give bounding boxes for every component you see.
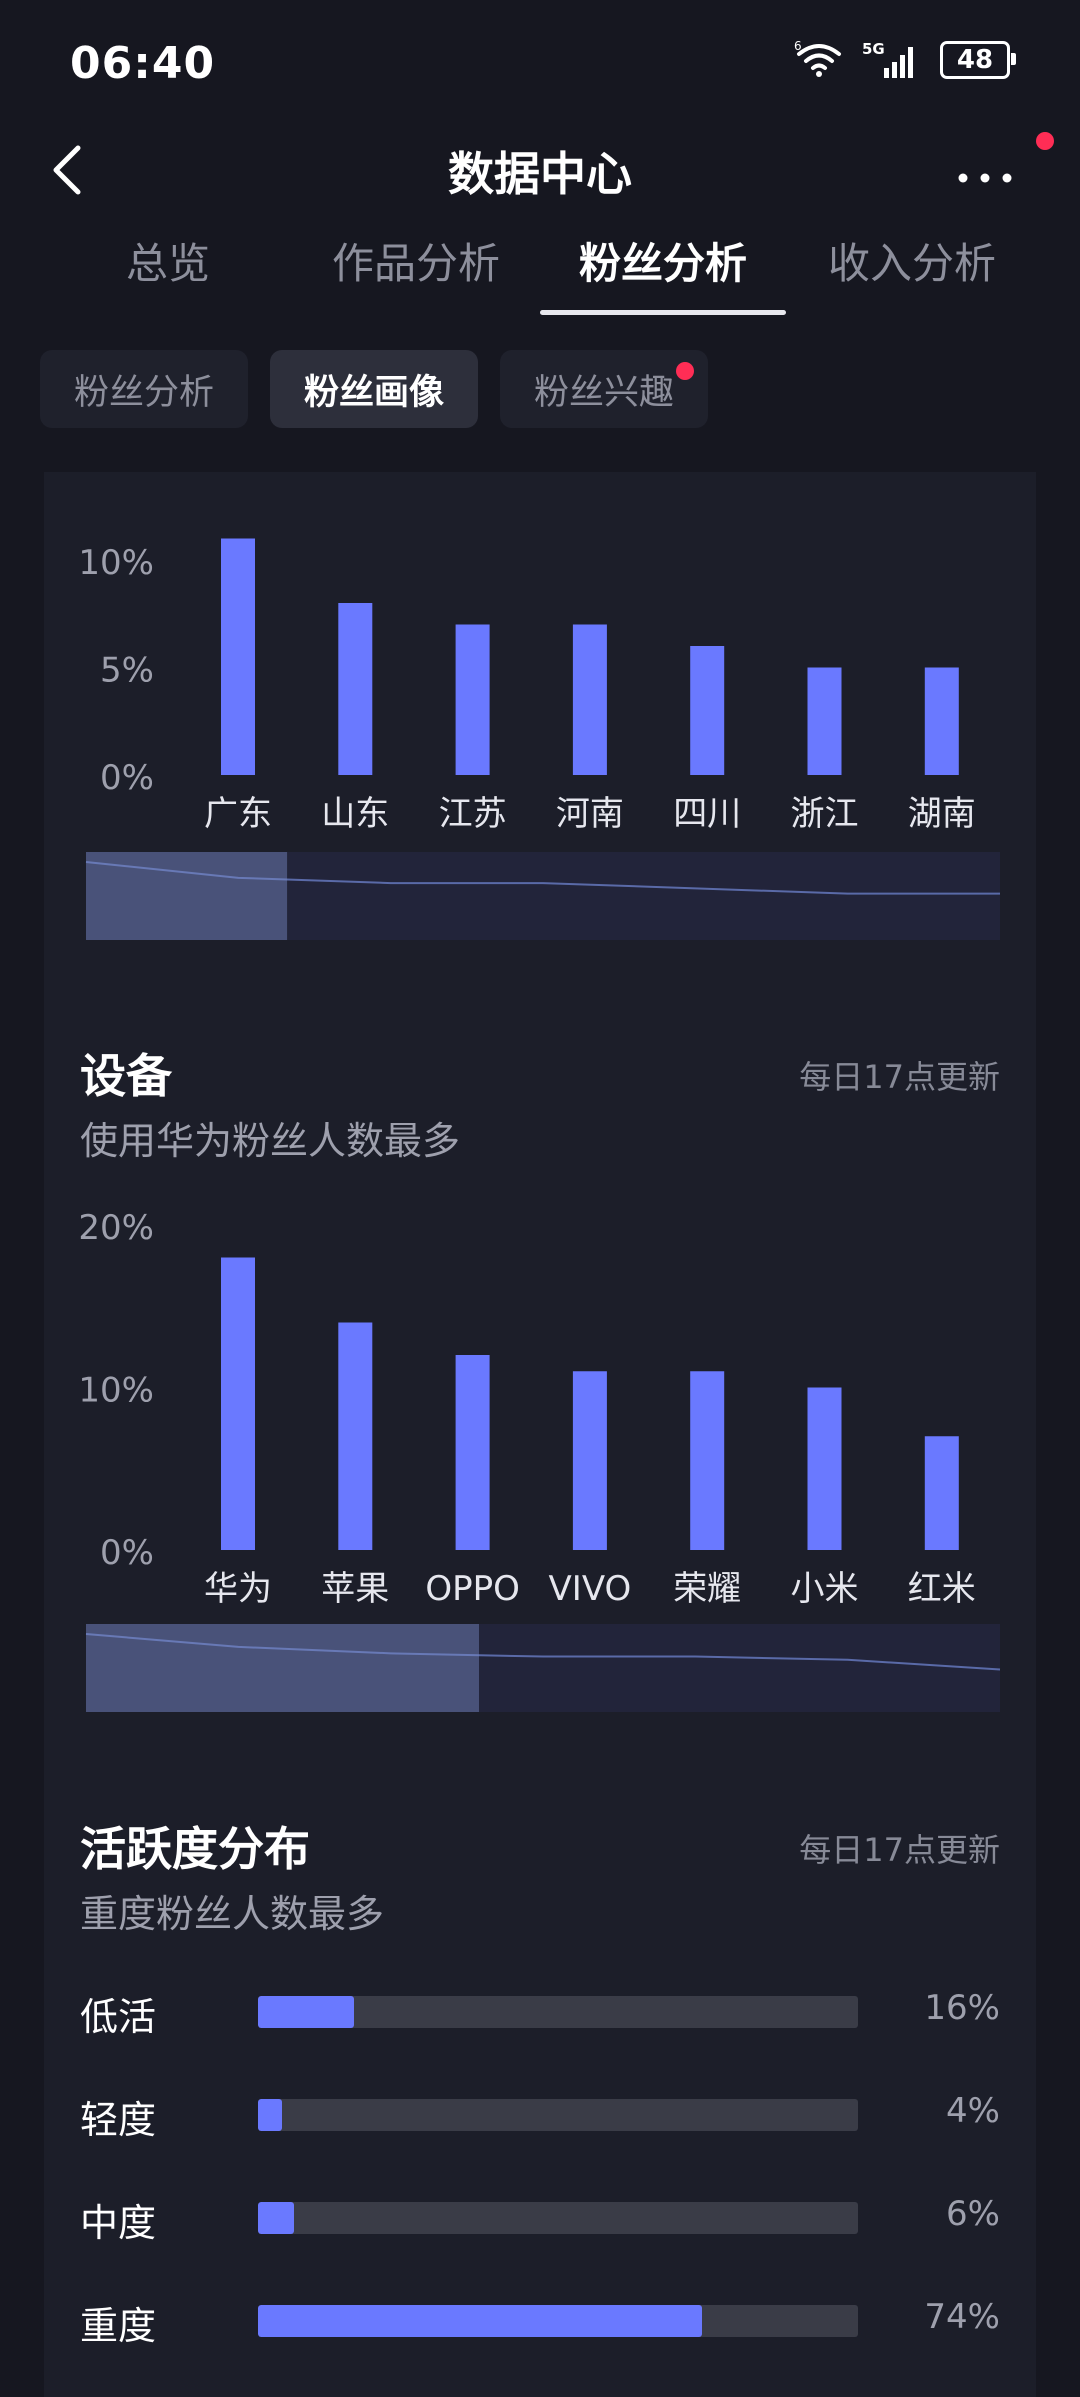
activity-fill — [258, 2099, 282, 2131]
activity-label: 重度 — [80, 2304, 157, 2348]
activity-label: 中度 — [80, 2201, 157, 2245]
x-tick-label: 四川 — [673, 794, 741, 834]
signal-icon: 5G — [862, 40, 913, 78]
x-tick-label: 河南 — [556, 794, 624, 834]
bar — [807, 1387, 842, 1550]
activity-track — [258, 1996, 858, 2028]
tab-fans-analysis[interactable]: 粉丝分析 — [578, 239, 748, 288]
wifi-icon: 6 — [794, 40, 841, 77]
activity-track — [258, 2099, 858, 2131]
activity-fill — [258, 2305, 702, 2337]
x-tick-label: OPPO — [425, 1569, 520, 1609]
notification-dot — [1036, 132, 1054, 150]
activity-row-medium: 中度 6% — [80, 2192, 1000, 2252]
svg-text:6: 6 — [794, 40, 802, 53]
svg-text:5G: 5G — [862, 40, 885, 58]
tab-overview[interactable]: 总览 — [125, 239, 211, 288]
x-tick-label: 山东 — [321, 794, 389, 834]
navigator-track — [86, 852, 1000, 940]
y-tick-label: 0% — [100, 1533, 154, 1573]
bar — [455, 624, 490, 775]
activity-section-title: 活跃度分布 — [80, 1822, 310, 1876]
navigator-line — [85, 1633, 1001, 1671]
main-tabs: 总览 作品分析 粉丝分析 收入分析 — [0, 220, 1080, 320]
bar — [338, 1322, 373, 1550]
x-tick-label: 湖南 — [908, 794, 976, 834]
bar — [924, 667, 959, 775]
activity-fill — [258, 2202, 294, 2234]
subtab-fans-interest[interactable]: 粉丝兴趣 — [500, 350, 709, 428]
activity-value: 6% — [946, 2194, 1000, 2234]
status-bar: 06:40 6 5G 48 — [0, 0, 1080, 130]
activity-track — [258, 2305, 858, 2337]
activity-value: 4% — [946, 2091, 1000, 2131]
device-update-note: 每日17点更新 — [799, 1058, 1000, 1096]
tab-indicator — [540, 310, 786, 315]
content-card — [44, 472, 1036, 2397]
device-bar-chart: 0% 10% 20% 华为 苹果 OPPO VIVO 荣耀 小米 红米 — [78, 1208, 1001, 1712]
navigator-line — [85, 861, 1000, 895]
sub-tabs: 粉丝分析 粉丝画像 粉丝兴趣 — [40, 350, 709, 428]
activity-value: 16% — [924, 1988, 1000, 2028]
bar — [807, 667, 842, 775]
y-tick-label: 10% — [78, 1371, 154, 1411]
subtab-fans-analysis[interactable]: 粉丝分析 — [40, 350, 249, 428]
activity-row-light: 轻度 4% — [80, 2089, 1000, 2149]
subtab-fans-portrait[interactable]: 粉丝画像 — [270, 350, 479, 428]
badge-dot — [676, 362, 695, 380]
activity-track — [258, 2202, 858, 2234]
x-tick-label: 荣耀 — [673, 1569, 741, 1609]
subtab-fans-interest-label: 粉丝兴趣 — [534, 372, 675, 413]
activity-row-low: 低活 16% — [80, 1986, 1000, 2046]
x-tick-label: 江苏 — [439, 794, 507, 834]
activity-section-subtitle: 重度粉丝人数最多 — [80, 1892, 385, 1936]
activity-update-note: 每日17点更新 — [799, 1831, 1000, 1869]
bar — [690, 1371, 725, 1550]
region-bar-chart: 0% 5% 10% 广东 山东 江苏 河南 四川 浙江 湖南 — [78, 538, 1000, 940]
x-tick-label: 小米 — [791, 1569, 859, 1609]
x-tick-label: 红米 — [908, 1569, 976, 1609]
x-tick-label: 华为 — [204, 1569, 272, 1609]
bar — [572, 624, 607, 775]
y-tick-label: 20% — [78, 1208, 154, 1248]
device-section-subtitle: 使用华为粉丝人数最多 — [80, 1119, 461, 1163]
navigator-window — [86, 1624, 480, 1712]
more-icon[interactable] — [950, 150, 1020, 190]
tab-income-analysis[interactable]: 收入分析 — [827, 239, 997, 288]
bar — [690, 646, 725, 775]
activity-fill — [258, 1996, 354, 2028]
app-bar: 数据中心 — [0, 130, 1080, 210]
bar — [455, 1355, 490, 1550]
y-tick-label: 5% — [100, 651, 154, 691]
status-icons: 6 5G 48 — [794, 40, 1016, 80]
activity-label: 低活 — [80, 1995, 157, 2039]
bar — [338, 603, 373, 775]
y-tick-label: 0% — [100, 758, 154, 798]
back-icon[interactable] — [40, 140, 100, 200]
activity-value: 74% — [924, 2297, 1000, 2337]
bar — [221, 1257, 255, 1550]
bar — [924, 1436, 959, 1550]
x-tick-label: VIVO — [549, 1569, 632, 1609]
x-tick-label: 广东 — [204, 794, 272, 834]
battery-icon: 48 — [940, 41, 1016, 79]
navigator-window — [86, 852, 288, 940]
y-tick-label: 10% — [78, 543, 154, 583]
navigator-track — [86, 1624, 1000, 1712]
bar — [221, 538, 255, 775]
status-time: 06:40 — [70, 38, 216, 89]
page-title: 数据中心 — [448, 147, 632, 201]
device-section-title: 设备 — [80, 1049, 172, 1103]
x-tick-label: 浙江 — [791, 794, 859, 834]
x-tick-label: 苹果 — [321, 1569, 389, 1609]
activity-row-heavy: 重度 74% — [80, 2295, 1000, 2355]
bar — [572, 1371, 607, 1550]
tab-works-analysis[interactable]: 作品分析 — [331, 239, 501, 288]
activity-label: 轻度 — [80, 2098, 157, 2142]
